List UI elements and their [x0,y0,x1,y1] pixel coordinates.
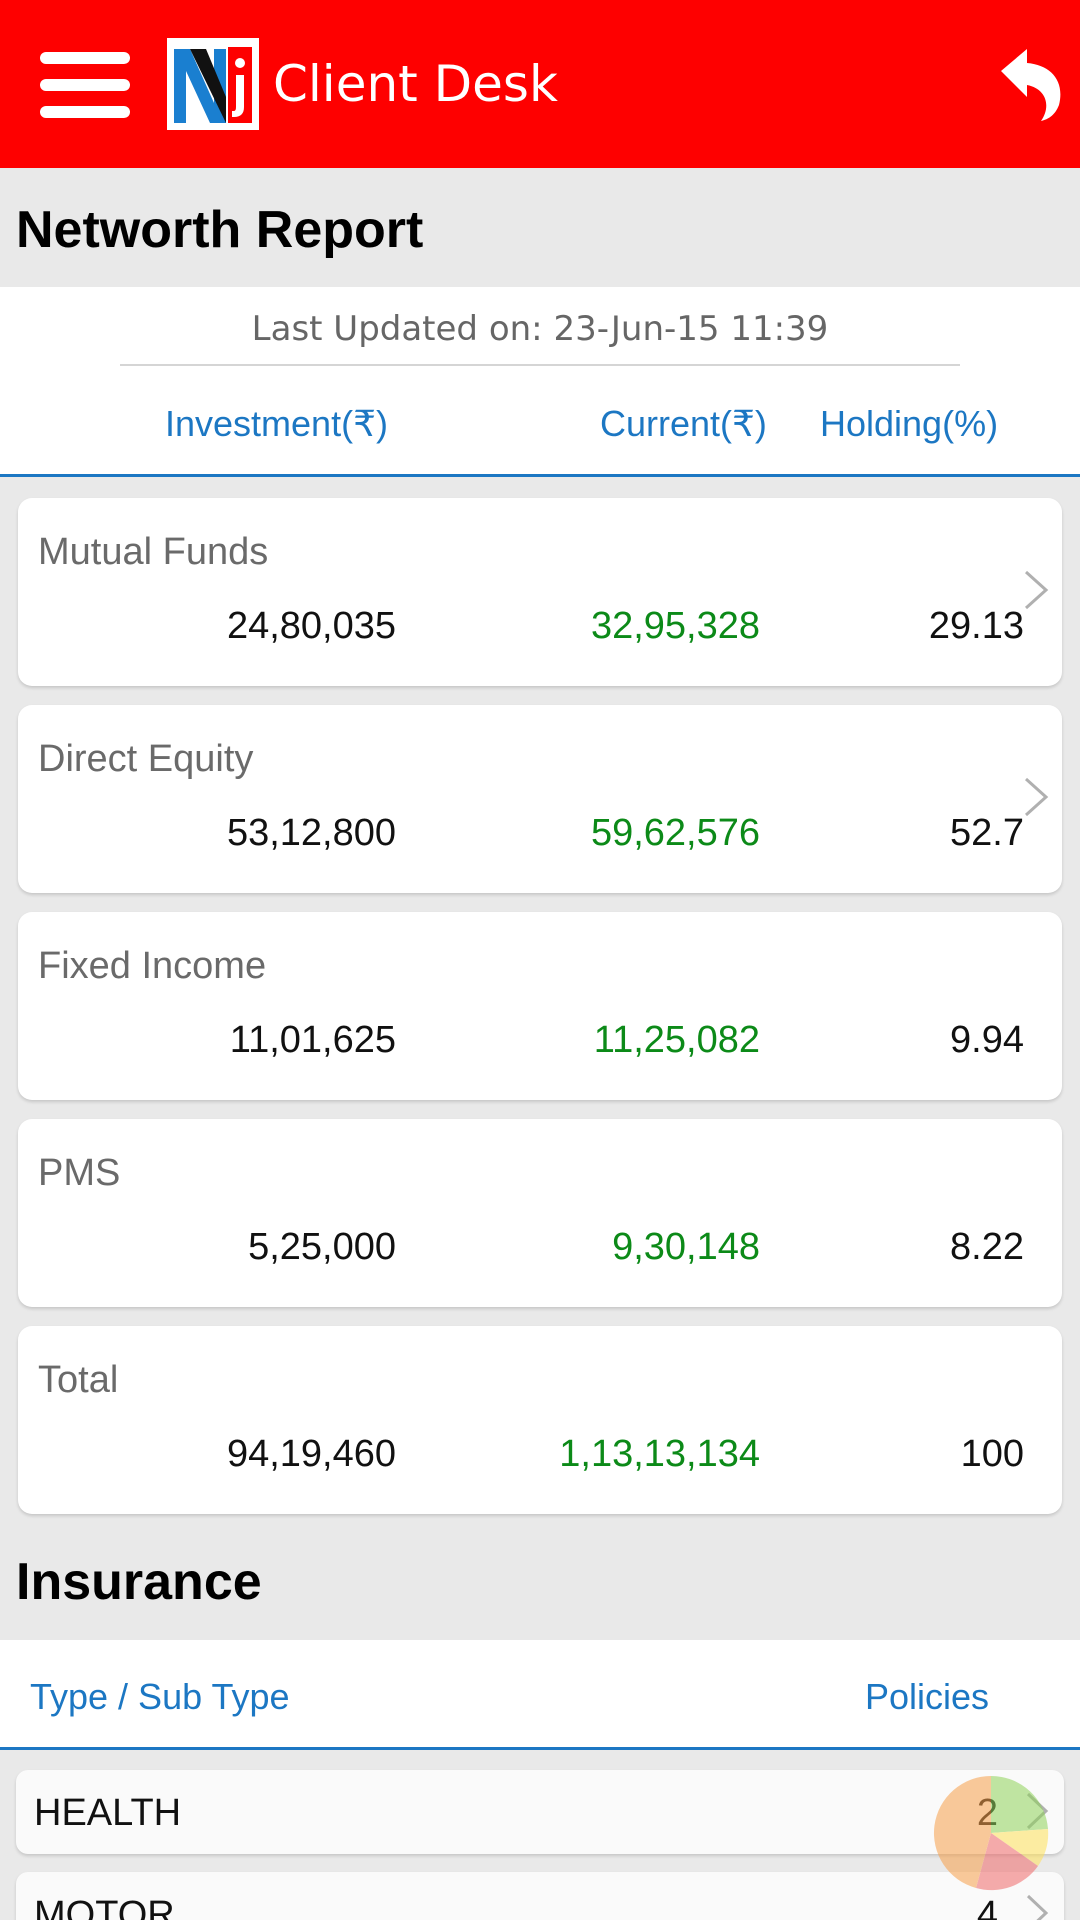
networth-row-pms: PMS 5,25,000 9,30,148 8.22 [18,1119,1062,1307]
hamburger-menu-icon[interactable] [40,52,130,118]
column-header-investment: Investment(₹) [165,403,388,444]
pie-chart-icon[interactable] [932,1774,1050,1892]
insurance-row-motor[interactable]: MOTOR 4 [16,1872,1064,1920]
chevron-right-icon[interactable] [1024,1892,1050,1920]
investment-value: 24,80,035 [226,605,396,647]
investment-value: 5,25,000 [248,1226,396,1268]
divider [120,364,960,366]
asset-label: Mutual Funds [38,531,269,573]
current-value: 59,62,576 [590,812,760,854]
column-header-type: Type / Sub Type [30,1676,290,1717]
holding-value: 100 [960,1433,1024,1475]
insurance-header: Type / Sub Type Policies [0,1640,1080,1750]
asset-label: Total [38,1359,119,1401]
investment-value: 11,01,625 [229,1019,396,1061]
networth-row-direct-equity[interactable]: Direct Equity 53,12,800 59,62,576 52.7 [18,705,1062,893]
current-value: 9,30,148 [612,1226,760,1268]
back-arrow-icon[interactable] [995,45,1067,123]
app-bar: Client Desk [0,0,1080,168]
column-header-holding: Holding(%) [820,403,999,444]
networth-row-mutual-funds[interactable]: Mutual Funds 24,80,035 32,95,328 29.13 [18,498,1062,686]
insurance-row-health[interactable]: HEALTH 2 [16,1770,1064,1854]
investment-value: 94,19,460 [226,1433,396,1475]
column-header-current: Current(₹) [600,403,767,444]
chevron-right-icon[interactable] [1022,775,1050,819]
policies-count: 4 [976,1894,998,1920]
networth-header: Last Updated on: 23-Jun-15 11:39 Investm… [0,287,1080,477]
asset-label: Fixed Income [38,945,267,987]
last-updated-text: Last Updated on: 23-Jun-15 11:39 [251,309,829,349]
holding-value: 52.7 [950,812,1024,854]
holding-value: 29.13 [928,605,1024,647]
networth-report-title: Networth Report [16,201,424,259]
networth-row-fixed-income: Fixed Income 11,01,625 11,25,082 9.94 [18,912,1062,1100]
app-title: Client Desk [273,55,558,113]
current-value: 11,25,082 [593,1019,760,1061]
investment-value: 53,12,800 [226,812,396,854]
insurance-type-label: HEALTH [34,1792,182,1834]
insurance-type-label: MOTOR [34,1894,175,1920]
chevron-right-icon[interactable] [1022,568,1050,612]
asset-label: PMS [38,1152,121,1194]
insurance-title: Insurance [16,1553,262,1611]
holding-value: 8.22 [950,1226,1024,1268]
networth-row-total: Total 94,19,460 1,13,13,134 100 [18,1326,1062,1514]
holding-value: 9.94 [950,1019,1024,1061]
current-value: 32,95,328 [590,605,760,647]
current-value: 1,13,13,134 [559,1433,760,1475]
column-header-policies: Policies [865,1676,990,1717]
asset-label: Direct Equity [38,738,254,780]
nj-logo [167,38,259,130]
